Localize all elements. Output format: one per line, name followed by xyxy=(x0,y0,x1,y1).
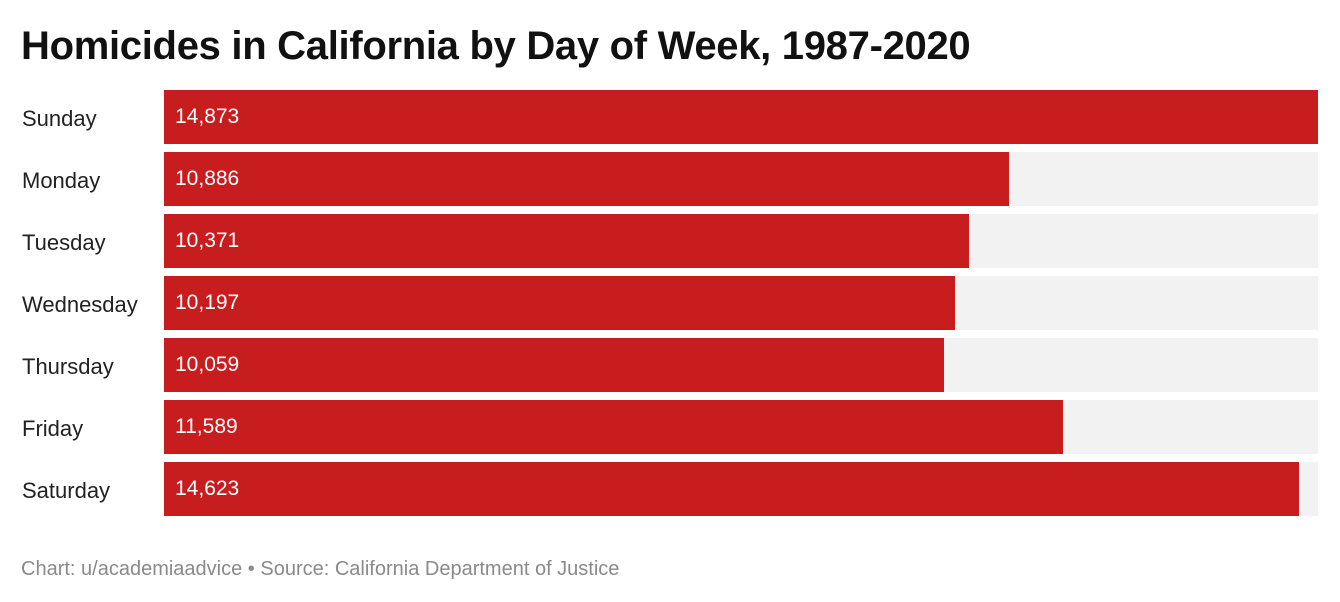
category-label: Wednesday xyxy=(22,292,138,317)
bar-row-friday: Friday 11,589 xyxy=(0,400,1340,454)
chart-credit: Chart: u/academiaadvice xyxy=(21,558,243,580)
bar-track: 14,623 xyxy=(164,462,1318,516)
bar: 11,589 xyxy=(164,400,1063,454)
bar-value-label: 10,197 xyxy=(175,291,240,314)
bar: 14,873 xyxy=(164,90,1318,144)
bar-value-label: 10,059 xyxy=(175,353,240,376)
bar: 10,059 xyxy=(164,338,944,392)
bar-value-label: 14,623 xyxy=(175,477,240,500)
category-label: Sunday xyxy=(22,106,97,131)
category-label: Saturday xyxy=(22,478,111,503)
bar-row-wednesday: Wednesday 10,197 xyxy=(0,276,1340,330)
bar-row-tuesday: Tuesday 10,371 xyxy=(0,214,1340,268)
bar: 10,197 xyxy=(164,276,955,330)
bar-track: 14,873 xyxy=(164,90,1318,144)
category-label: Monday xyxy=(22,168,101,193)
bar-value-label: 14,873 xyxy=(175,105,240,128)
bar-track: 10,371 xyxy=(164,214,1318,268)
bar: 14,623 xyxy=(164,462,1299,516)
chart-footer: Chart: u/academiaadvice • Source: Califo… xyxy=(21,556,619,582)
bar-track: 10,886 xyxy=(164,152,1318,206)
bar-row-thursday: Thursday 10,059 xyxy=(0,338,1340,392)
bar: 10,371 xyxy=(164,214,969,268)
bar-row-sunday: Sunday 14,873 xyxy=(0,90,1340,144)
bar-row-saturday: Saturday 14,623 xyxy=(0,462,1340,516)
bar-track: 10,059 xyxy=(164,338,1318,392)
bar-track: 10,197 xyxy=(164,276,1318,330)
footer-separator: • xyxy=(247,558,255,580)
bar-track: 11,589 xyxy=(164,400,1318,454)
bar-row-monday: Monday 10,886 xyxy=(0,152,1340,206)
category-label: Tuesday xyxy=(22,230,106,255)
chart-source: Source: California Department of Justice xyxy=(260,558,620,580)
bar-value-label: 11,589 xyxy=(175,415,238,438)
bar: 10,886 xyxy=(164,152,1009,206)
bar-value-label: 10,371 xyxy=(175,229,240,252)
chart-title: Homicides in California by Day of Week, … xyxy=(21,24,971,68)
bar-value-label: 10,886 xyxy=(175,167,240,190)
category-label: Thursday xyxy=(22,354,114,379)
category-label: Friday xyxy=(22,416,84,441)
